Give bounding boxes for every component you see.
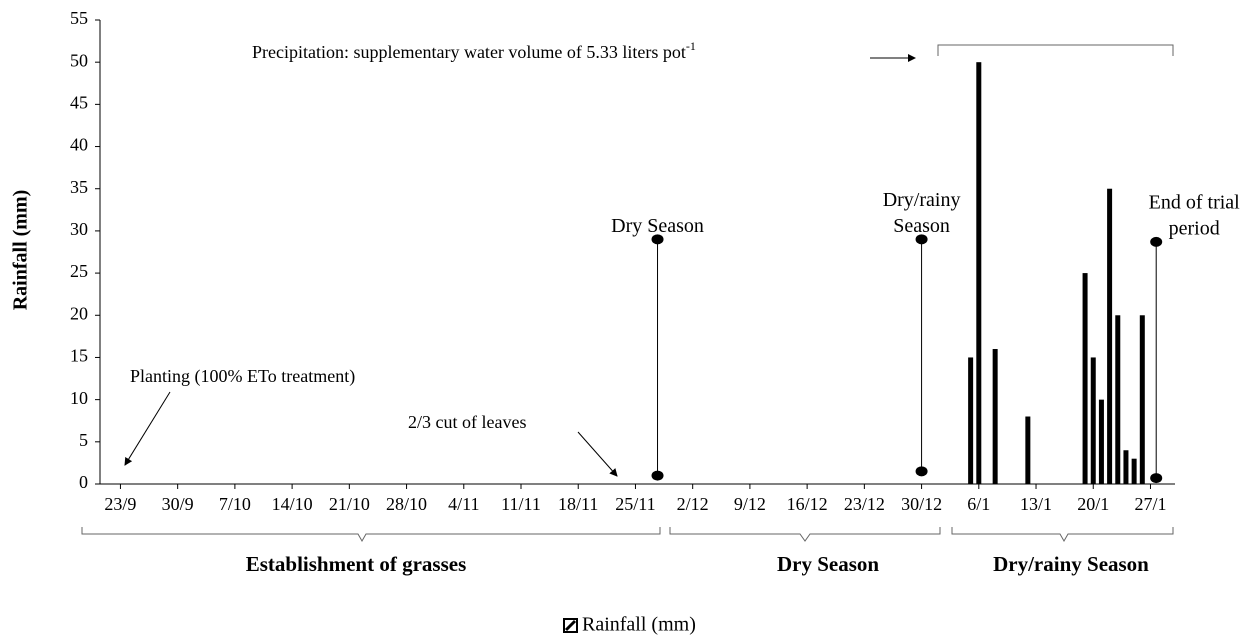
x-tick-label: 30/9	[162, 494, 194, 514]
annotation: 2/3 cut of leaves	[408, 412, 526, 432]
marker-label: period	[1169, 217, 1220, 239]
x-tick-label: 9/12	[734, 494, 766, 514]
bar	[1115, 315, 1121, 484]
x-tick-label: 23/12	[844, 494, 885, 514]
period-label: Establishment of grasses	[246, 552, 467, 576]
marker-dot	[1150, 473, 1163, 484]
arrow	[124, 391, 171, 466]
bar	[1090, 357, 1096, 484]
marker-dot	[651, 234, 664, 245]
x-tick-label: 7/10	[219, 494, 251, 514]
arrow	[577, 431, 618, 477]
bar	[1131, 458, 1137, 484]
y-tick-label: 20	[70, 303, 88, 323]
bar	[1139, 315, 1145, 484]
y-tick-label: 45	[70, 92, 88, 112]
x-tick-label: 25/11	[615, 494, 655, 514]
x-tick-label: 20/1	[1077, 494, 1109, 514]
marker-dot	[915, 466, 928, 477]
marker-label: Dry Season	[611, 215, 704, 237]
annotation-text: Precipitation: supplementary water volum…	[252, 42, 686, 62]
bar	[968, 357, 974, 484]
x-tick-label: 11/11	[501, 494, 541, 514]
annotation: Precipitation: supplementary water volum…	[252, 39, 696, 62]
period-label: Dry Season	[777, 552, 879, 576]
x-tick-label: 28/10	[386, 494, 427, 514]
marker-dot	[651, 470, 664, 481]
y-tick-label: 35	[70, 177, 88, 197]
annotation-sup: -1	[686, 39, 696, 53]
x-tick-label: 30/12	[901, 494, 942, 514]
brace	[81, 527, 661, 543]
annotation: Planting (100% ETo treatment)	[130, 366, 355, 387]
y-axis-label: Rainfall (mm)	[10, 190, 32, 311]
x-tick-label: 13/1	[1020, 494, 1052, 514]
x-tick-label: 21/10	[329, 494, 370, 514]
bar	[992, 349, 998, 484]
x-tick-label: 23/9	[104, 494, 136, 514]
bar	[1082, 273, 1088, 484]
bar	[1123, 450, 1129, 484]
legend-hatch	[564, 619, 577, 632]
y-tick-label: 0	[79, 472, 88, 492]
marker-dot	[915, 234, 928, 245]
y-tick-label: 40	[70, 135, 88, 155]
bar	[976, 62, 982, 484]
x-tick-label: 18/11	[558, 494, 598, 514]
x-tick-label: 6/1	[967, 494, 990, 514]
y-tick-label: 25	[70, 261, 88, 281]
y-tick-label: 10	[70, 388, 88, 408]
bracket	[937, 44, 1174, 56]
legend-label: Rainfall (mm)	[582, 614, 696, 636]
marker-label: Dry/rainy	[883, 189, 961, 211]
y-tick-label: 15	[70, 346, 88, 366]
bar	[1107, 188, 1113, 484]
y-tick-label: 5	[79, 430, 88, 450]
x-tick-label: 4/11	[448, 494, 479, 514]
marker-dot	[1150, 236, 1163, 247]
bar	[1025, 416, 1031, 484]
brace	[669, 527, 941, 542]
y-tick-label: 30	[70, 219, 88, 239]
x-tick-label: 16/12	[787, 494, 828, 514]
period-label: Dry/rainy Season	[993, 552, 1149, 576]
x-tick-label: 27/1	[1134, 494, 1166, 514]
x-tick-label: 2/12	[677, 494, 709, 514]
marker-label: Season	[893, 215, 950, 237]
brace	[951, 527, 1174, 543]
marker-label: End of trial	[1149, 191, 1241, 213]
bar	[1098, 399, 1104, 484]
y-tick-label: 55	[70, 8, 88, 28]
x-tick-label: 14/10	[272, 494, 313, 514]
y-tick-label: 50	[70, 50, 88, 70]
